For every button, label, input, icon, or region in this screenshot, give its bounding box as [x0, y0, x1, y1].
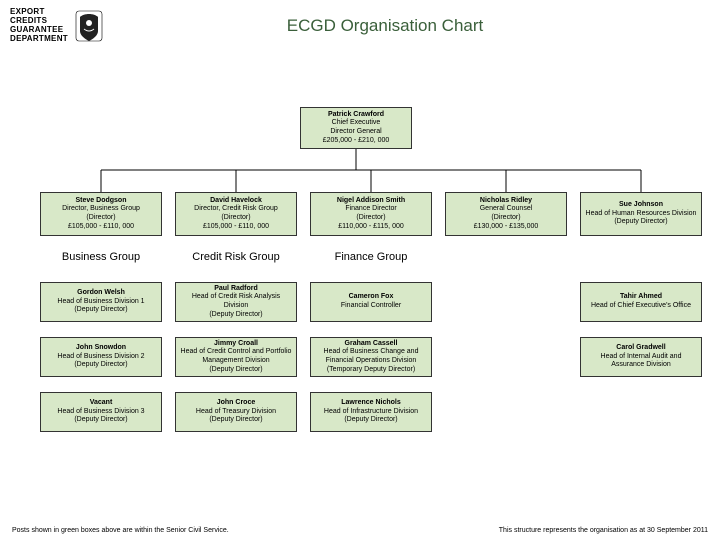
director-box: Steve Dodgson Director, Business Group (…	[40, 192, 162, 236]
group-label: Finance Group	[310, 251, 432, 263]
ceo-role2: Director General	[330, 128, 381, 137]
report-box: Paul Radford Head of Credit Risk Analysi…	[175, 282, 297, 322]
report-role: Head of Business Division 2	[57, 353, 144, 362]
director-box: Sue Johnson Head of Human Resources Divi…	[580, 192, 702, 236]
chart-title: ECGD Organisation Chart	[180, 16, 710, 36]
logo-line: DEPARTMENT	[10, 35, 68, 44]
report-box: Carol Gradwell Head of Internal Audit an…	[580, 337, 702, 377]
report-name: Gordon Welsh	[77, 289, 125, 298]
report-name: John Croce	[217, 399, 256, 408]
report-box: Cameron Fox Financial Controller	[310, 282, 432, 322]
director-name: David Havelock	[210, 197, 262, 206]
header: EXPORT CREDITS GUARANTEE DEPARTMENT ECGD…	[0, 0, 720, 52]
report-name: John Snowdon	[76, 344, 126, 353]
report-box: John Croce Head of Treasury Division (De…	[175, 392, 297, 432]
ceo-box: Patrick Crawford Chief Executive Directo…	[300, 107, 412, 149]
report-grade: (Deputy Director)	[209, 366, 262, 375]
director-pay: £105,000 - £110, 000	[68, 223, 134, 232]
report-name: Paul Radford	[214, 285, 258, 294]
footer: Posts shown in green boxes above are wit…	[0, 527, 720, 534]
report-box: Tahir Ahmed Head of Chief Executive's Of…	[580, 282, 702, 322]
report-role: Head of Chief Executive's Office	[591, 302, 691, 311]
director-name: Sue Johnson	[619, 201, 663, 210]
report-role: Head of Business Division 3	[57, 408, 144, 417]
director-name: Steve Dodgson	[76, 197, 127, 206]
director-box: Nigel Addison Smith Finance Director (Di…	[310, 192, 432, 236]
report-role: Head of Credit Control and Portfolio Man…	[179, 348, 293, 366]
director-pay: £130,000 - £135,000	[474, 223, 539, 232]
group-label: Credit Risk Group	[175, 251, 297, 263]
ceo-role1: Chief Executive	[332, 119, 381, 128]
director-role: General Counsel	[480, 205, 533, 214]
report-box: Jimmy Croall Head of Credit Control and …	[175, 337, 297, 377]
report-grade: (Deputy Director)	[344, 416, 397, 425]
logo-text: EXPORT CREDITS GUARANTEE DEPARTMENT	[10, 8, 68, 43]
report-name: Graham Cassell	[345, 340, 398, 349]
report-role: Head of Infrastructure Division	[324, 408, 418, 417]
director-pay: (Deputy Director)	[614, 218, 667, 227]
org-chart: Patrick Crawford Chief Executive Directo…	[0, 52, 720, 492]
report-name: Lawrence Nichols	[341, 399, 401, 408]
report-grade: (Temporary Deputy Director)	[327, 366, 415, 375]
crest-icon	[74, 9, 104, 43]
director-role: Head of Human Resources Division	[586, 210, 697, 219]
report-role: Head of Credit Risk Analysis Division	[179, 293, 293, 311]
report-grade: (Deputy Director)	[74, 306, 127, 315]
report-grade: (Deputy Director)	[74, 361, 127, 370]
report-name: Cameron Fox	[349, 293, 394, 302]
director-role: Director, Business Group	[62, 205, 140, 214]
director-name: Nigel Addison Smith	[337, 197, 405, 206]
footer-right: This structure represents the organisati…	[499, 527, 708, 534]
director-box: Nicholas Ridley General Counsel (Directo…	[445, 192, 567, 236]
director-grade: (Director)	[356, 214, 385, 223]
director-grade: (Director)	[491, 214, 520, 223]
report-role: Head of Business Change and Financial Op…	[314, 348, 428, 366]
director-grade: (Director)	[221, 214, 250, 223]
report-box: Vacant Head of Business Division 3 (Depu…	[40, 392, 162, 432]
report-name: Tahir Ahmed	[620, 293, 662, 302]
director-box: David Havelock Director, Credit Risk Gro…	[175, 192, 297, 236]
report-name: Carol Gradwell	[616, 344, 665, 353]
footer-left: Posts shown in green boxes above are wit…	[12, 527, 229, 534]
director-name: Nicholas Ridley	[480, 197, 532, 206]
report-grade: (Deputy Director)	[209, 416, 262, 425]
ceo-name: Patrick Crawford	[328, 111, 384, 120]
group-label: Business Group	[40, 251, 162, 263]
report-box: Graham Cassell Head of Business Change a…	[310, 337, 432, 377]
report-grade: (Deputy Director)	[74, 416, 127, 425]
report-role: Head of Business Division 1	[57, 298, 144, 307]
ceo-pay: £205,000 - £210, 000	[323, 137, 390, 146]
report-role: Head of Internal Audit and Assurance Div…	[584, 353, 698, 371]
director-grade: (Director)	[86, 214, 115, 223]
logo: EXPORT CREDITS GUARANTEE DEPARTMENT	[10, 6, 170, 46]
director-role: Director, Credit Risk Group	[194, 205, 278, 214]
director-role: Finance Director	[345, 205, 396, 214]
report-name: Jimmy Croall	[214, 340, 258, 349]
report-role: Financial Controller	[341, 302, 401, 311]
report-box: John Snowdon Head of Business Division 2…	[40, 337, 162, 377]
director-pay: £110,000 - £115, 000	[338, 223, 404, 232]
report-grade: (Deputy Director)	[209, 311, 262, 320]
director-pay: £105,000 - £110, 000	[203, 223, 269, 232]
report-name: Vacant	[90, 399, 113, 408]
report-box: Gordon Welsh Head of Business Division 1…	[40, 282, 162, 322]
report-box: Lawrence Nichols Head of Infrastructure …	[310, 392, 432, 432]
report-role: Head of Treasury Division	[196, 408, 276, 417]
